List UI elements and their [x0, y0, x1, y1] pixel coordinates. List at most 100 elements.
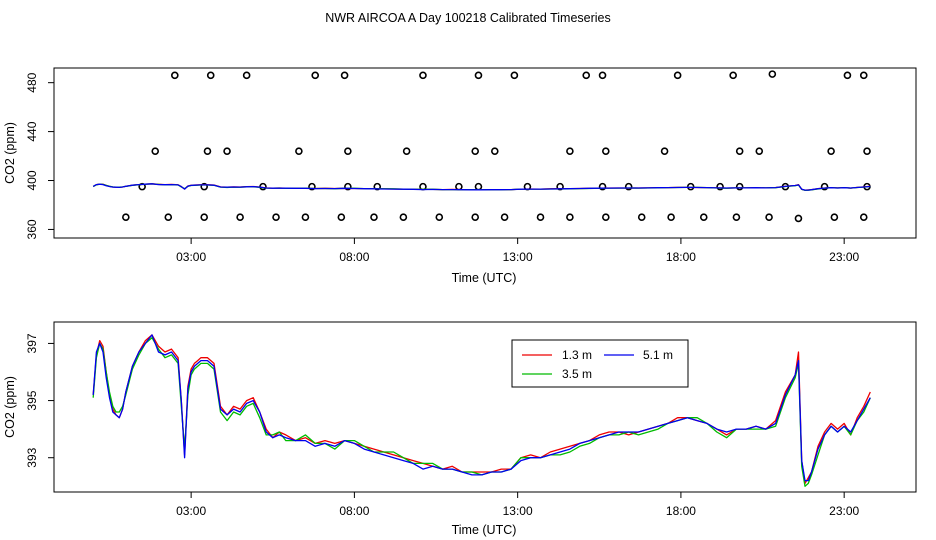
top-scatter-point	[732, 213, 741, 222]
top-scatter-point	[419, 71, 427, 80]
bottom-x-axis-label: Time (UTC)	[452, 523, 517, 537]
bottom-x-tick-label: 08:00	[339, 504, 369, 518]
top-scatter-point	[272, 213, 280, 222]
top-scatter-point	[200, 213, 208, 222]
top-scatter-point	[399, 213, 408, 222]
top-panel: 03:00 08:00 13:00 18:00 23:00 360 400 440 480 T…	[3, 67, 917, 285]
top-y-tick-label: 400	[25, 170, 39, 190]
bottom-x-tick-label: 03:00	[176, 504, 206, 518]
top-scatter-point	[308, 182, 316, 191]
top-scatter-point	[435, 213, 444, 222]
top-scatter-point	[471, 213, 480, 222]
top-scatter-point	[735, 182, 744, 191]
top-scatter-point	[755, 147, 764, 155]
top-scatter-point	[171, 71, 179, 80]
top-x-tick-label: 08:00	[339, 250, 369, 264]
legend: 1.3 m 3.5 m 5.1 m	[511, 339, 689, 388]
top-scatter-point	[582, 71, 591, 80]
top-scatter-point	[598, 71, 607, 80]
top-scatter-point	[699, 213, 708, 222]
legend-box	[511, 339, 689, 388]
top-scatter-point	[566, 147, 574, 155]
legend-label-3-5m: 3.5 m	[562, 367, 592, 381]
top-series-line-5-1-m	[92, 183, 871, 191]
top-scatter-point	[510, 71, 519, 80]
bottom-x-tick-label: 13:00	[503, 504, 533, 518]
bottom-series-lines	[92, 334, 871, 487]
top-scatter-point	[455, 182, 463, 191]
top-scatter-point	[223, 147, 231, 155]
top-scatter-points	[122, 70, 871, 223]
top-scatter-point	[370, 213, 378, 222]
top-scatter-point	[820, 182, 829, 191]
top-scatter-point	[602, 147, 610, 155]
top-y-axis-label: CO2 (ppm)	[3, 122, 17, 184]
top-scatter-point	[637, 213, 646, 222]
top-x-axis: 03:00 08:00 13:00 18:00 23:00	[176, 237, 860, 264]
top-scatter-point	[863, 147, 871, 155]
top-scatter-point	[402, 147, 411, 155]
top-scatter-point	[686, 182, 695, 191]
top-x-tick-label: 13:00	[503, 250, 533, 264]
top-scatter-point	[768, 70, 777, 78]
top-scatter-point	[827, 147, 835, 155]
top-scatter-point	[830, 213, 839, 222]
top-scatter-point	[200, 182, 208, 191]
figure-title: NWR AIRCOA A Day 100218 Calibrated Times…	[325, 11, 611, 25]
bottom-plot-frame	[53, 321, 917, 493]
top-y-tick-label: 440	[25, 121, 39, 141]
top-scatter-point	[667, 213, 675, 222]
top-scatter-point	[735, 147, 744, 155]
bottom-y-axis: 393 395 397	[25, 333, 55, 468]
top-scatter-point	[474, 182, 483, 191]
top-scatter-point	[122, 213, 130, 222]
top-scatter-point	[843, 71, 852, 80]
top-scatter-point	[794, 214, 803, 223]
top-scatter-point	[673, 71, 682, 80]
top-scatter-point	[602, 213, 610, 222]
top-scatter-point	[373, 182, 382, 191]
legend-label-5-1m: 5.1 m	[643, 348, 673, 362]
top-scatter-point	[716, 182, 724, 191]
top-x-tick-label: 23:00	[829, 250, 859, 264]
top-x-tick-label: 03:00	[176, 250, 206, 264]
top-scatter-point	[729, 71, 737, 80]
top-y-axis: 360 400 440 480	[25, 72, 55, 239]
bottom-y-axis-label: CO2 (ppm)	[3, 376, 17, 438]
top-scatter-point	[859, 71, 868, 80]
top-scatter-point	[311, 71, 320, 80]
top-x-axis-label: Time (UTC)	[452, 271, 517, 285]
legend-label-1-3m: 1.3 m	[562, 348, 592, 362]
top-scatter-point	[337, 213, 346, 222]
top-scatter-point	[236, 213, 244, 222]
top-scatter-point	[474, 71, 483, 80]
top-scatter-point	[344, 182, 352, 191]
top-scatter-point	[471, 147, 480, 155]
top-scatter-point	[203, 147, 212, 155]
top-scatter-point	[490, 147, 499, 155]
top-scatter-point	[624, 182, 633, 191]
top-scatter-point	[151, 147, 160, 155]
top-scatter-point	[344, 147, 352, 155]
bottom-y-tick-label: 395	[25, 390, 39, 410]
top-scatter-point	[660, 147, 669, 155]
series-line-3-5-m	[92, 337, 871, 487]
top-x-tick-label: 18:00	[666, 250, 696, 264]
top-y-tick-label: 480	[25, 72, 39, 92]
bottom-panel: 03:00 08:00 13:00 18:00 23:00 393 395 397 Time…	[3, 321, 917, 537]
bottom-x-tick-label: 18:00	[666, 504, 696, 518]
top-scatter-point	[859, 213, 868, 222]
bottom-x-axis: 03:00 08:00 13:00 18:00 23:00	[176, 491, 860, 518]
top-scatter-point	[138, 182, 146, 191]
top-scatter-point	[242, 71, 251, 80]
top-scatter-point	[598, 182, 607, 191]
top-y-tick-label: 360	[25, 219, 39, 239]
top-scatter-point	[765, 213, 773, 222]
top-series-lines	[92, 183, 871, 191]
top-scatter-point	[566, 213, 574, 222]
top-plot-frame	[53, 67, 917, 239]
top-scatter-point	[340, 71, 349, 80]
series-line-1-3-m	[92, 334, 871, 485]
bottom-y-tick-label: 393	[25, 447, 39, 467]
